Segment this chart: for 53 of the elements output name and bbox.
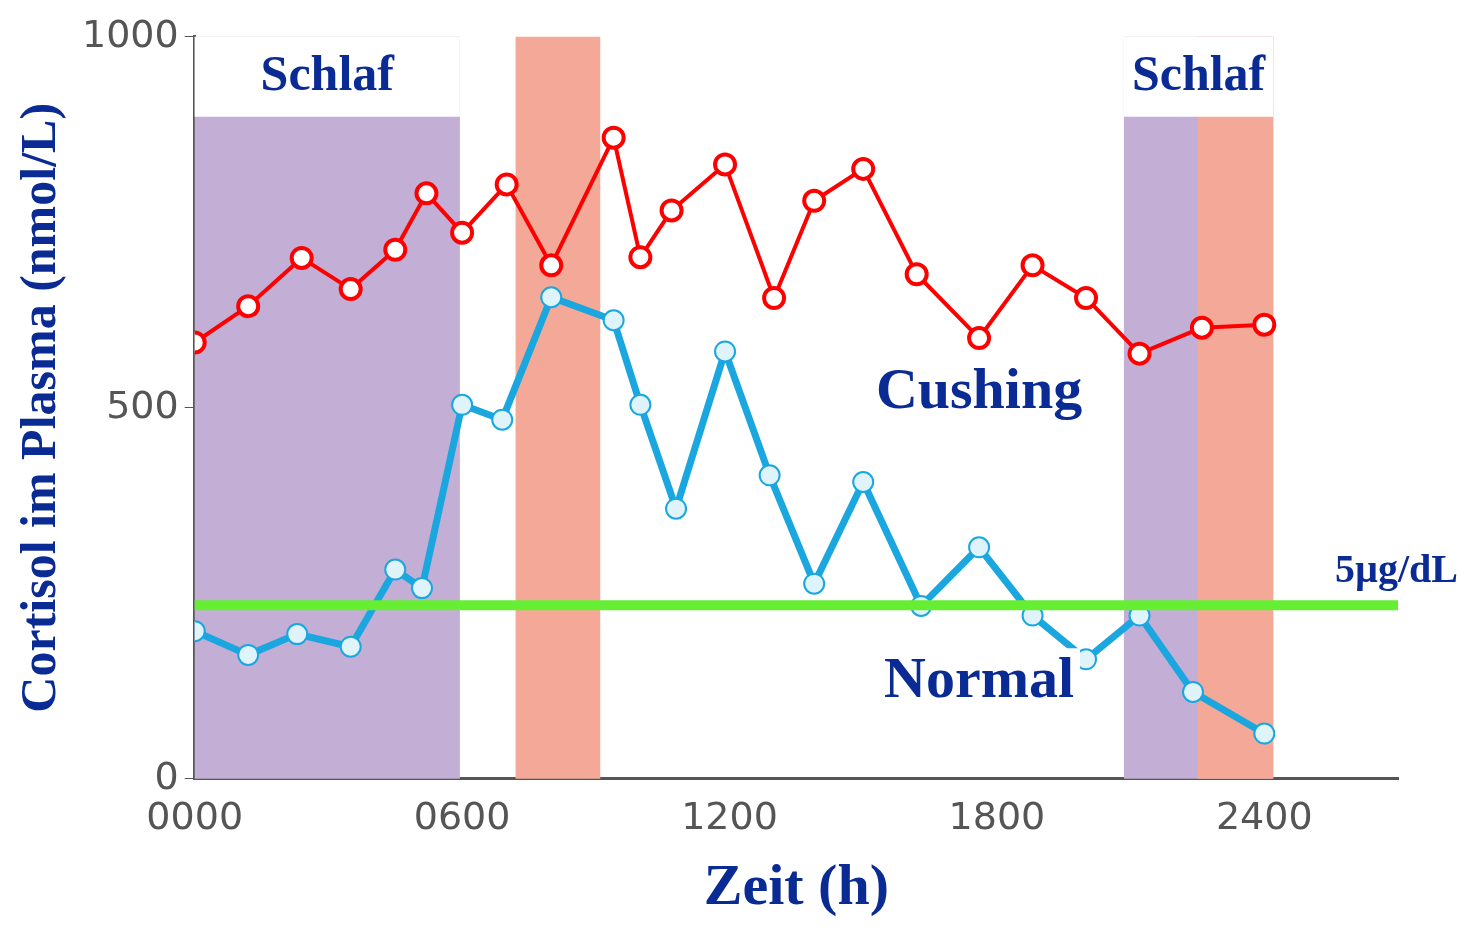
point <box>451 393 474 416</box>
point <box>851 156 876 181</box>
point <box>236 294 261 319</box>
point <box>967 326 992 351</box>
point <box>237 643 260 666</box>
point <box>494 172 519 197</box>
point <box>758 464 781 487</box>
point <box>1253 722 1276 745</box>
point <box>659 198 684 223</box>
point <box>713 152 738 177</box>
point <box>762 285 787 310</box>
x-tick-label: 0600 <box>413 794 511 839</box>
point <box>628 245 653 270</box>
band-label: Schlaf <box>1131 44 1267 101</box>
y-axis-title: Cortisol im Plasma (nmol/L) <box>9 102 66 713</box>
point <box>601 125 626 150</box>
point <box>1181 680 1204 703</box>
x-tick-label: 2400 <box>1215 794 1313 839</box>
x-tick-label: 1200 <box>681 794 778 839</box>
point <box>1127 341 1152 366</box>
point <box>1189 315 1214 340</box>
point <box>286 623 309 646</box>
point <box>383 237 408 262</box>
x-axis-title: Zeit (h) <box>703 852 889 918</box>
point <box>539 253 564 278</box>
point <box>384 558 407 581</box>
point <box>629 393 652 416</box>
point <box>338 277 363 302</box>
point <box>802 188 827 213</box>
point <box>665 497 688 520</box>
point <box>1252 312 1277 337</box>
point <box>1074 285 1099 310</box>
series-label: Cushing <box>875 356 1083 422</box>
point <box>968 536 991 559</box>
x-tick-label: 1800 <box>948 794 1046 839</box>
point <box>852 471 875 493</box>
point <box>540 286 563 309</box>
point <box>714 340 737 363</box>
y-tick-label: 500 <box>106 382 179 427</box>
point <box>904 262 929 287</box>
point <box>1020 253 1045 278</box>
band-label: Schlaf <box>260 44 396 101</box>
point <box>411 577 433 600</box>
point <box>803 572 826 595</box>
series-label: Normal <box>884 645 1075 711</box>
y-tick-label: 1000 <box>81 11 179 56</box>
point <box>289 245 314 270</box>
point <box>491 408 514 431</box>
point <box>602 309 625 332</box>
point <box>414 181 439 206</box>
point <box>339 635 362 658</box>
ref-line-label: 5µg/dL <box>1334 545 1458 591</box>
point <box>450 220 475 245</box>
